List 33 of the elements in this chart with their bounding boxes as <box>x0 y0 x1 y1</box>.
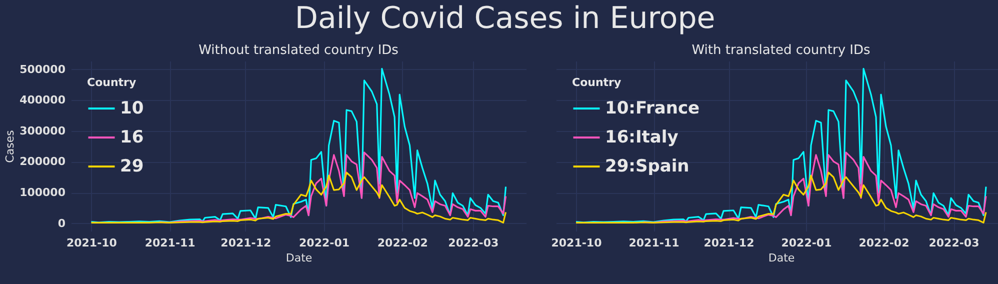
x-tick-label: 2022-03 <box>448 236 499 250</box>
x-tick-label: 2022-01 <box>299 236 350 250</box>
y-tick-label: 400000 <box>20 94 66 107</box>
text: Daily Covid Cases in Europe <box>294 1 716 36</box>
y-tick-label: 300000 <box>20 124 66 138</box>
chart-title: With translated country IDs <box>692 43 871 58</box>
y-axis-title: Cases <box>4 130 17 163</box>
x-tick-label: 2022-03 <box>928 236 980 250</box>
legend-label: 29:Spain <box>605 156 690 176</box>
legend-label: 10 <box>120 98 144 118</box>
x-tick-label: 2021-11 <box>628 236 680 250</box>
y-tick-label: 0 <box>58 216 66 230</box>
x-tick-label: 2022-01 <box>781 236 832 250</box>
x-tick-label: 2021-12 <box>704 236 754 250</box>
x-tick-label: 2021-12 <box>220 236 272 250</box>
line-series <box>90 172 507 224</box>
x-axis-title: Date <box>768 252 795 264</box>
legend-label: 29 <box>120 156 144 176</box>
x-tick-label: 2021-11 <box>144 236 196 250</box>
x-axis-title: Date <box>286 252 312 264</box>
legend-label: 16 <box>120 128 144 148</box>
legend-title: Country <box>87 76 136 89</box>
legend-label: 16:Italy <box>605 128 678 148</box>
y-tick-label: 100000 <box>20 186 66 200</box>
x-tick-label: 2021-10 <box>551 236 602 250</box>
chart-title: Without translated country IDs <box>198 43 399 58</box>
y-tick-label: 500000 <box>20 62 66 76</box>
legend-title: Country <box>572 76 622 89</box>
x-tick-label: 2021-10 <box>66 236 118 250</box>
x-tick-label: 2022-02 <box>858 236 910 250</box>
y-tick-label: 200000 <box>20 155 66 168</box>
x-tick-label: 2022-02 <box>377 236 428 250</box>
legend-label: 10:France <box>605 98 700 118</box>
